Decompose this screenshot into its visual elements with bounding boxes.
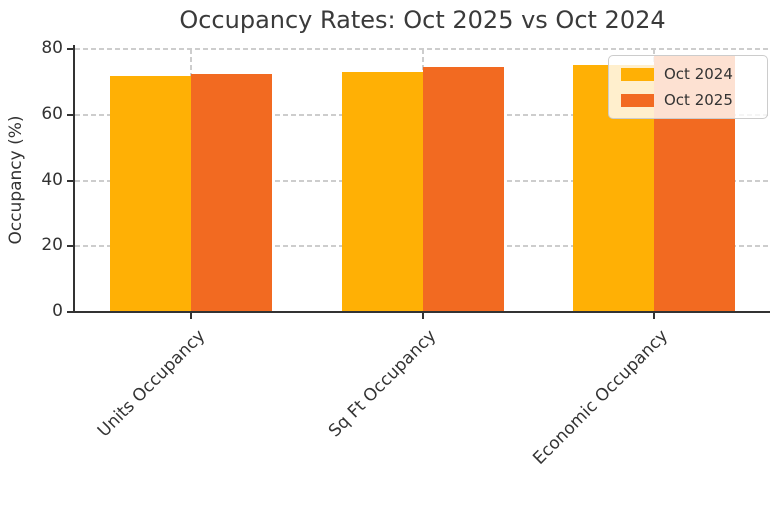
x-tick-label-2: Economic Occupancy bbox=[529, 326, 673, 469]
y-tick-label-60: 60 bbox=[41, 103, 63, 124]
chart-title: Occupancy Rates: Oct 2025 vs Oct 2024 bbox=[179, 6, 666, 34]
legend-label-oct-2025: Oct 2025 bbox=[664, 91, 733, 109]
x-tick-2 bbox=[653, 312, 656, 319]
legend-item-oct-2025: Oct 2025 bbox=[621, 91, 755, 109]
x-tick-1 bbox=[421, 312, 424, 319]
y-axis-spine bbox=[73, 45, 75, 313]
bar-oct-2025-sq-ft-occupancy bbox=[422, 66, 504, 312]
y-tick-40 bbox=[67, 179, 74, 182]
bar-oct-2024-sq-ft-occupancy bbox=[341, 72, 423, 312]
y-tick-20 bbox=[67, 245, 74, 248]
y-tick-label-40: 40 bbox=[41, 169, 63, 190]
y-tick-60 bbox=[67, 113, 74, 116]
bar-oct-2024-units-occupancy bbox=[109, 76, 191, 312]
y-tick-label-80: 80 bbox=[41, 38, 63, 58]
x-tick-label-1: Sq Ft Occupancy bbox=[325, 326, 441, 442]
legend-swatch-oct-2025 bbox=[621, 93, 654, 107]
x-tick-label-0: Units Occupancy bbox=[93, 326, 209, 442]
legend: Oct 2024 Oct 2025 bbox=[608, 55, 768, 119]
legend-label-oct-2024: Oct 2024 bbox=[664, 65, 733, 83]
legend-swatch-oct-2024 bbox=[621, 67, 654, 81]
y-tick-0 bbox=[67, 311, 74, 313]
x-tick-0 bbox=[189, 312, 192, 319]
y-tick-80 bbox=[67, 48, 74, 50]
legend-item-oct-2024: Oct 2024 bbox=[621, 65, 755, 83]
y-tick-label-0: 0 bbox=[52, 301, 63, 321]
y-tick-label-20: 20 bbox=[41, 235, 63, 256]
x-axis-spine bbox=[73, 311, 770, 313]
bar-oct-2025-units-occupancy bbox=[190, 73, 272, 312]
